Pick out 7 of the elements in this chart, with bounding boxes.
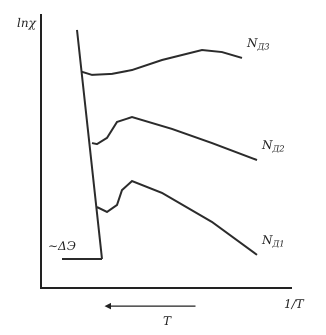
text: T: [163, 314, 172, 328]
series-label: N$_{Д1}$: [261, 233, 285, 249]
series-label: N$_{Д2}$: [261, 138, 285, 154]
series-label: N$_{Д3}$: [246, 36, 270, 52]
annotation: ~ΔЭ: [48, 239, 76, 253]
y-axis-title: lnχ: [17, 16, 37, 30]
x-axis-title: 1/T: [284, 297, 305, 311]
